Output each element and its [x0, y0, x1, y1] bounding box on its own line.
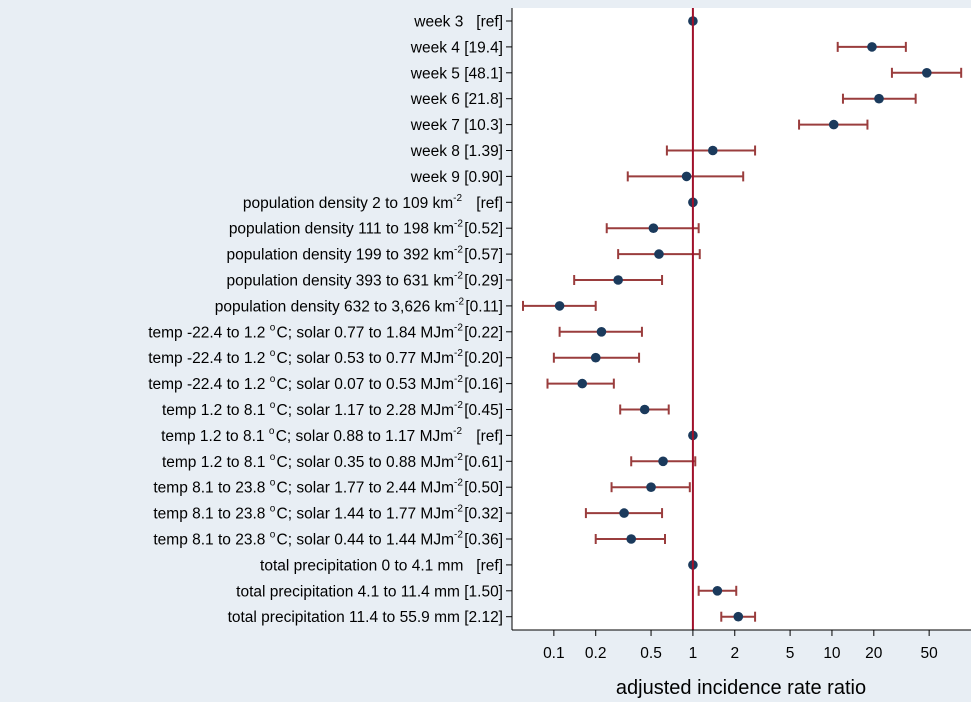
x-tick-label: 10: [823, 645, 841, 662]
forest-row: week 3 [ref]: [413, 14, 698, 31]
forest-row: temp 8.1 to 23.8 o C; solar 1.77 to 2.44…: [153, 478, 691, 497]
row-label: temp -22.4 to 1.2 o C; solar 0.07 to 0.5…: [148, 374, 503, 393]
estimate-point: [613, 275, 623, 285]
forest-row: temp 1.2 to 8.1 o C; solar 1.17 to 2.28 …: [162, 400, 670, 419]
row-label: temp -22.4 to 1.2 o C; solar 0.77 to 1.8…: [148, 322, 503, 341]
estimate-point: [712, 586, 723, 596]
estimate-point: [922, 68, 932, 78]
x-axis-title: adjusted incidence rate ratio: [616, 677, 866, 699]
estimate-point: [596, 327, 607, 337]
x-tick-label: 5: [786, 645, 795, 662]
forest-row: total precipitation 4.1 to 11.4 mm [1.50…: [236, 583, 738, 600]
row-label: temp -22.4 to 1.2 o C; solar 0.53 to 0.7…: [148, 348, 503, 367]
estimate-point: [828, 119, 839, 130]
estimate-point: [639, 404, 650, 415]
x-tick-label: 20: [865, 645, 883, 662]
x-tick-label: 1: [689, 645, 698, 662]
row-label: week 5 [48.1]: [410, 65, 503, 82]
row-label: week 3 [ref]: [413, 14, 503, 31]
estimate-point: [626, 534, 637, 544]
forest-row: population density 632 to 3,626 km-2 [0.…: [215, 296, 597, 315]
estimate-point: [619, 508, 629, 518]
forest-row: population density 199 to 392 km-2 [0.57…: [227, 245, 701, 264]
row-label: temp 1.2 to 8.1 o C; solar 0.35 to 0.88 …: [162, 452, 503, 471]
row-label: week 9 [0.90]: [410, 169, 503, 186]
row-label: population density 393 to 631 km-2 [0.29…: [227, 271, 503, 290]
estimate-point: [658, 456, 668, 467]
row-label: week 4 [19.4]: [410, 39, 503, 56]
forest-row: total precipitation 11.4 to 55.9 mm [2.1…: [228, 609, 757, 626]
forest-row: week 6 [21.8]: [410, 91, 917, 108]
forest-row: temp -22.4 to 1.2 o C; solar 0.53 to 0.7…: [148, 348, 641, 367]
forest-row: week 4 [19.4]: [410, 39, 907, 56]
forest-row: population density 111 to 198 km-2 [0.52…: [229, 219, 700, 238]
row-label: total precipitation 0 to 4.1 mm [ref]: [260, 557, 503, 574]
row-label: temp 8.1 to 23.8 o C; solar 1.44 to 1.77…: [153, 504, 503, 523]
row-label: week 6 [21.8]: [410, 91, 503, 108]
forest-row: week 8 [1.39]: [410, 143, 757, 160]
forest-row: population density 2 to 109 km-2 [ref]: [243, 193, 698, 212]
row-label: temp 8.1 to 23.8 o C; solar 0.44 to 1.44…: [153, 530, 503, 549]
row-label: temp 1.2 to 8.1 o C; solar 1.17 to 2.28 …: [162, 400, 503, 419]
forest-row: week 7 [10.3]: [410, 117, 869, 134]
forest-row: temp 8.1 to 23.8 o C; solar 0.44 to 1.44…: [153, 530, 667, 549]
forest-row: week 9 [0.90]: [410, 169, 745, 186]
row-label: temp 8.1 to 23.8 o C; solar 1.77 to 2.44…: [153, 478, 503, 497]
forest-row: total precipitation 0 to 4.1 mm [ref]: [260, 557, 698, 574]
row-label: total precipitation 4.1 to 11.4 mm [1.50…: [236, 583, 503, 600]
forest-row: temp 1.2 to 8.1 o C; solar 0.35 to 0.88 …: [162, 452, 697, 471]
plot-area: [512, 8, 971, 630]
forest-row: temp -22.4 to 1.2 o C; solar 0.77 to 1.8…: [148, 322, 643, 341]
row-label: population density 111 to 198 km-2 [0.52…: [229, 219, 503, 238]
forest-row: temp 1.2 to 8.1 o C; solar 0.88 to 1.17 …: [161, 426, 698, 445]
x-tick-label: 50: [921, 645, 939, 662]
x-tick-label: 2: [730, 645, 739, 662]
row-label: total precipitation 11.4 to 55.9 mm [2.1…: [228, 609, 503, 626]
estimate-point: [867, 42, 877, 52]
forest-row: temp 8.1 to 23.8 o C; solar 1.44 to 1.77…: [153, 504, 664, 523]
estimate-point: [577, 378, 588, 389]
x-tick-label: 0.1: [543, 645, 565, 662]
rows-layer: week 3 [ref] week 4 [19.4] week 5 [48.1] we…: [148, 14, 963, 626]
x-tick-label: 0.5: [640, 645, 662, 662]
row-label: population density 632 to 3,626 km-2 [0.…: [215, 296, 503, 315]
x-axis-ticks: 0.1 0.2 0.5 1 2 5 10 20 50: [543, 630, 938, 662]
forest-row: week 5 [48.1]: [410, 65, 963, 82]
estimate-point: [733, 611, 744, 622]
estimate-point: [554, 301, 565, 311]
row-label: week 8 [1.39]: [410, 143, 503, 160]
estimate-point: [654, 249, 664, 259]
estimate-point: [646, 482, 656, 493]
forest-row: population density 393 to 631 km-2 [0.29…: [227, 271, 664, 290]
estimate-point: [874, 93, 884, 104]
estimate-point: [707, 145, 718, 156]
forest-row: temp -22.4 to 1.2 o C; solar 0.07 to 0.5…: [148, 374, 615, 393]
x-tick-label: 0.2: [585, 645, 607, 662]
row-label: population density 2 to 109 km-2 [ref]: [243, 193, 503, 212]
row-label: temp 1.2 to 8.1 o C; solar 0.88 to 1.17 …: [161, 426, 503, 445]
estimate-point: [590, 352, 601, 363]
row-label: week 7 [10.3]: [410, 117, 503, 134]
row-label: population density 199 to 392 km-2 [0.57…: [227, 245, 503, 264]
estimate-point: [681, 171, 692, 182]
estimate-point: [648, 223, 659, 233]
